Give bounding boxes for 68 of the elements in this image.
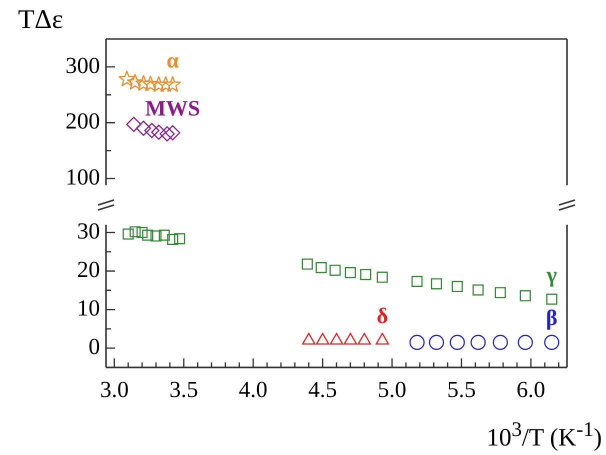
point <box>126 74 144 90</box>
point <box>144 122 160 138</box>
point <box>135 75 152 91</box>
series-label: α <box>166 47 180 72</box>
y-axis-title: TΔε <box>18 4 64 35</box>
point <box>330 264 341 276</box>
point <box>164 76 181 92</box>
point <box>302 258 313 270</box>
point <box>376 332 389 345</box>
point <box>494 287 506 298</box>
point <box>151 124 166 140</box>
point <box>472 284 484 296</box>
y-tick-label: 100 <box>66 164 100 190</box>
point <box>428 334 444 350</box>
x-tick-label: 4.5 <box>308 377 337 402</box>
point <box>452 280 463 292</box>
point <box>142 230 154 241</box>
x-axis-title: 10$^{3}$/T (K$^{-1}$) <box>486 417 602 452</box>
point <box>344 267 356 278</box>
y-tick-label: 200 <box>66 108 100 134</box>
point <box>411 276 423 288</box>
point <box>450 334 465 350</box>
point <box>167 234 178 245</box>
point <box>158 230 170 241</box>
point <box>158 76 174 92</box>
x-tick-label: 3.0 <box>100 377 129 402</box>
series-label: γ <box>546 262 557 287</box>
point <box>518 334 533 350</box>
y-tick-label: 20 <box>77 257 100 282</box>
point <box>492 334 508 350</box>
x-tick-label: 5.5 <box>447 377 476 402</box>
point <box>358 332 371 345</box>
point <box>174 233 186 244</box>
y-tick-label: 0 <box>88 334 100 360</box>
point <box>344 332 358 345</box>
y-tick-label: 30 <box>77 218 100 244</box>
series-label: δ <box>376 303 388 328</box>
point <box>136 120 152 136</box>
point <box>150 230 162 242</box>
x-tick-label: 3.5 <box>169 377 198 402</box>
point <box>316 262 327 274</box>
point <box>546 294 558 305</box>
point <box>302 332 316 345</box>
point <box>316 332 330 345</box>
y-tick-label: 300 <box>66 52 100 78</box>
point <box>136 226 148 238</box>
point <box>122 228 134 240</box>
point <box>142 76 159 92</box>
point <box>159 126 175 142</box>
point <box>165 125 180 140</box>
point <box>360 268 372 280</box>
point <box>126 116 142 132</box>
point <box>150 76 167 92</box>
point <box>430 278 442 290</box>
point <box>130 226 141 238</box>
point <box>376 272 388 283</box>
x-tick-label: 4.0 <box>238 377 268 402</box>
series-label: β <box>546 305 558 330</box>
point <box>118 70 136 86</box>
y-tick-label: 10 <box>77 296 100 321</box>
point <box>520 290 531 302</box>
point <box>330 332 344 345</box>
point <box>544 334 560 350</box>
point <box>409 334 425 350</box>
point <box>470 334 486 350</box>
x-tick-label: 6.0 <box>516 377 546 402</box>
x-tick-label: 5.0 <box>378 377 406 402</box>
series-label: MWS <box>145 95 200 120</box>
